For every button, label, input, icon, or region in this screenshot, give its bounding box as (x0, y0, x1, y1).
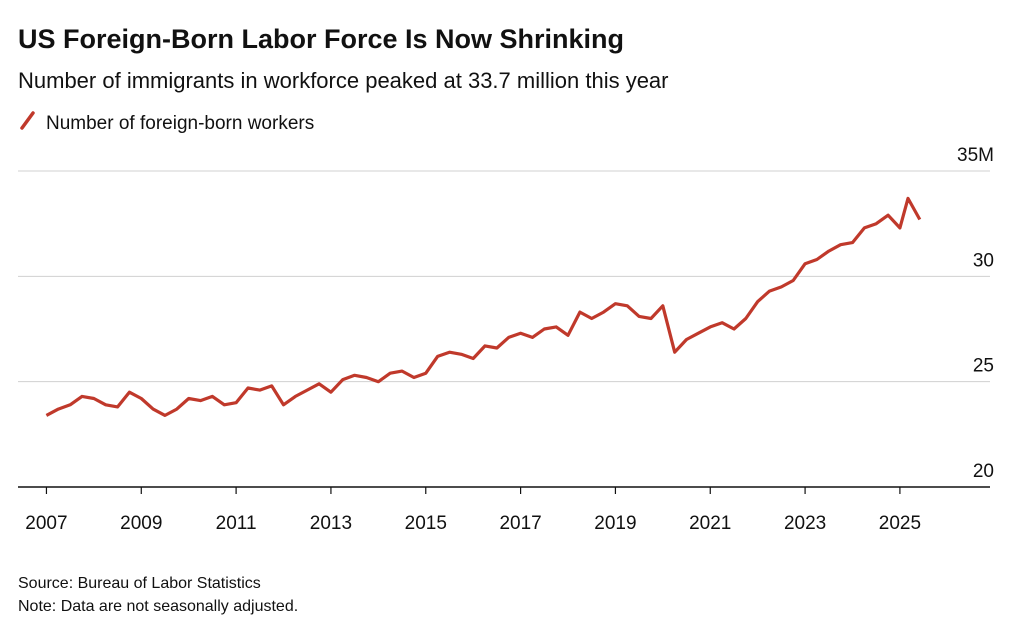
x-tick-label: 2023 (784, 513, 826, 534)
chart-title: US Foreign-Born Labor Force Is Now Shrin… (18, 24, 624, 54)
x-tick-label: 2015 (405, 513, 447, 534)
legend-label: Number of foreign-born workers (46, 113, 314, 134)
y-tick-label: 25 (973, 356, 994, 377)
x-tick-label: 2007 (25, 513, 67, 534)
y-tick-label: 30 (973, 250, 994, 271)
x-tick-label: 2019 (594, 513, 636, 534)
x-tick-label: 2017 (499, 513, 541, 534)
y-tick-label: 20 (973, 461, 994, 482)
x-tick-label: 2013 (310, 513, 352, 534)
data-line (45, 196, 922, 417)
chart-subtitle: Number of immigrants in workforce peaked… (18, 68, 669, 93)
legend-swatch (20, 111, 35, 130)
x-tick-label: 2025 (879, 513, 921, 534)
source: Source: Bureau of Labor Statistics (18, 575, 261, 592)
x-tick-label: 2009 (120, 513, 162, 534)
x-tick-label: 2011 (216, 513, 257, 534)
x-tick-label: 2021 (689, 513, 731, 534)
y-tick-label: 35M (957, 145, 994, 166)
note: Note: Data are not seasonally adjusted. (18, 598, 298, 615)
